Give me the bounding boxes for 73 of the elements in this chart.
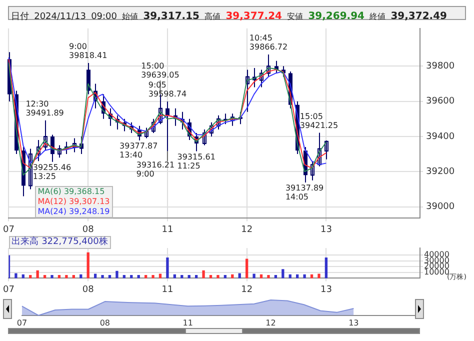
annotation: 9:00 39818.41 xyxy=(69,42,108,60)
bar xyxy=(267,274,270,278)
x-tick-label: 13 xyxy=(320,284,332,295)
bar xyxy=(303,274,306,278)
text: MA(24) 39,248.19 xyxy=(38,207,110,218)
candlestick xyxy=(230,113,234,126)
x-tick-label: 13 xyxy=(320,224,332,235)
x-tick-label: 12 xyxy=(241,224,253,235)
x-tick-label: 08 xyxy=(100,318,110,328)
candlestick xyxy=(152,118,156,134)
annotation: 10:45 39866.72 xyxy=(249,34,288,52)
x-tick-label: 07 xyxy=(16,318,28,328)
candlestick xyxy=(202,128,206,146)
chart-title: 出来高 322,775,400株 xyxy=(8,236,111,249)
bar xyxy=(282,269,284,278)
bar xyxy=(86,252,90,278)
bar xyxy=(101,274,104,278)
x-tick-label: 08 xyxy=(82,284,94,295)
bar xyxy=(324,258,328,278)
bar xyxy=(65,274,68,278)
x-tick-label: 08 xyxy=(82,224,94,235)
bar xyxy=(166,258,169,278)
annotation: 12:30 39491.89 xyxy=(26,99,64,118)
candlestick xyxy=(36,139,40,162)
y-tick-label: 39400 xyxy=(426,132,455,142)
candlestick xyxy=(260,69,264,88)
candlestick xyxy=(310,160,314,181)
annotation: 15:05 39421.25 xyxy=(300,112,338,130)
text: MA(12) 39,307.13 xyxy=(38,197,110,208)
bar xyxy=(152,274,154,278)
bar xyxy=(216,274,220,278)
x-tick-label: 11 xyxy=(162,224,174,235)
chart-title: 日付 2024/11/13 09:00 始値 39,317.15 高値 39,377.24 安値 39,269.94 終値 39,372.49 xyxy=(11,11,447,22)
x-tick-label: 12 xyxy=(266,318,276,328)
candlestick xyxy=(58,144,62,158)
candlestick xyxy=(144,127,148,139)
annotation: 39377.87 13:40 xyxy=(120,141,158,160)
annotation: 39255.46 13:25 xyxy=(32,162,72,181)
text: MA(6) 39,368.15 xyxy=(38,187,106,198)
bar xyxy=(318,274,320,278)
candlestick xyxy=(44,120,48,152)
x-tick-label: 13 xyxy=(348,318,359,328)
y-tick-label: 39000 xyxy=(426,202,455,212)
annotation: 39315.61 11:25 xyxy=(177,152,216,170)
y-tick-label: 39600 xyxy=(426,96,455,107)
bar xyxy=(202,270,205,278)
bar xyxy=(246,258,248,278)
y-tick-label: 39200 xyxy=(426,166,455,177)
y-tick-label: 39800 xyxy=(426,62,455,72)
annotation: 39316.21 9:00 xyxy=(136,160,175,178)
x-tick-label: 11 xyxy=(182,318,193,328)
bar xyxy=(50,274,54,278)
x-tick-label: 12 xyxy=(241,284,253,295)
candlestick xyxy=(210,122,214,137)
annotation: 39137.89 14:05 xyxy=(285,184,324,202)
candlestick xyxy=(324,140,328,160)
candlestick xyxy=(266,54,270,78)
bar xyxy=(14,273,18,278)
candlestick xyxy=(216,114,220,130)
candlestick xyxy=(72,138,76,153)
candlestick xyxy=(318,132,322,167)
candlestick xyxy=(246,69,250,112)
x-tick-label: 11 xyxy=(162,284,174,295)
candlestick xyxy=(64,141,68,155)
bar xyxy=(116,270,118,278)
bar xyxy=(238,273,241,278)
y-tick-label: 10000 xyxy=(424,267,450,276)
annotation: 15:00 39639.05 xyxy=(141,62,180,80)
x-tick-label: 07 xyxy=(3,224,14,235)
y-tick-label: 30000 xyxy=(424,256,450,265)
candlestick xyxy=(28,148,32,190)
x-tick-label: 07 xyxy=(3,284,14,295)
bar xyxy=(252,274,256,278)
